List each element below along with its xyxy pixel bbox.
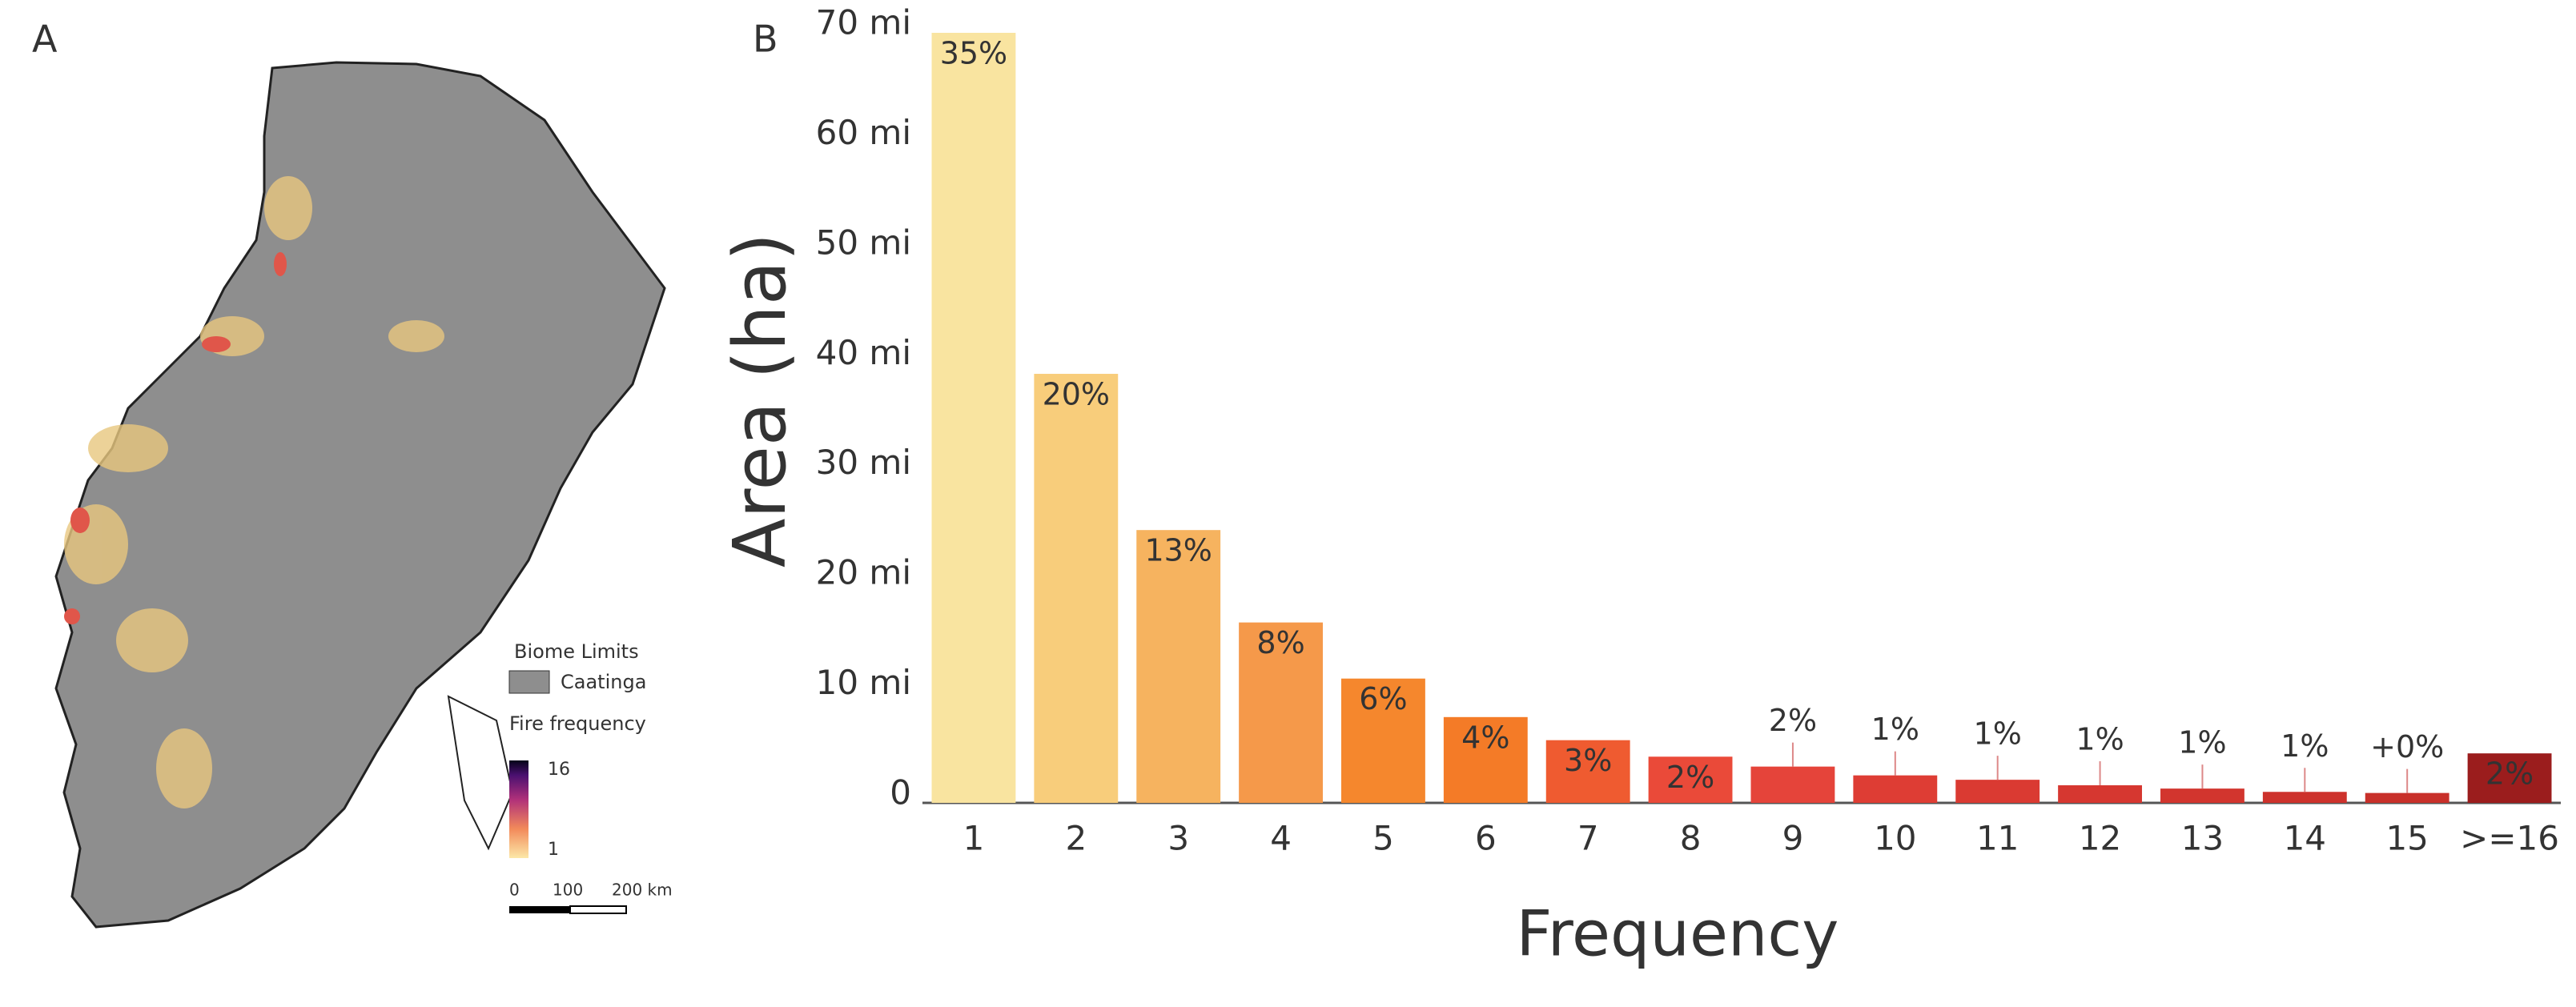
y-axis-title: Area (ha) [718, 233, 802, 568]
bar [2058, 785, 2142, 803]
map-gap [447, 695, 514, 851]
bar [1853, 775, 1938, 803]
bar [1136, 530, 1221, 803]
y-tick-label: 0 [890, 773, 911, 812]
x-tick-label: 12 [2079, 819, 2121, 858]
map [54, 61, 666, 929]
bar [1034, 374, 1119, 803]
y-tick-label: 10 mi [816, 663, 911, 702]
data-label: 4% [1461, 720, 1509, 755]
data-label: 13% [1144, 533, 1212, 568]
scale-bar [509, 906, 570, 913]
data-label: 2% [1769, 703, 1817, 738]
bar [1955, 780, 2040, 803]
data-label: 35% [940, 36, 1007, 71]
x-tick-label: 2 [1065, 819, 1087, 858]
panel-label: A [32, 18, 58, 61]
x-tick-label: 7 [1577, 819, 1599, 858]
data-label: 2% [2486, 756, 2534, 792]
x-tick-label: 8 [1680, 819, 1702, 858]
x-tick-label: 13 [2181, 819, 2224, 858]
x-tick-label: 3 [1167, 819, 1189, 858]
data-label: +0% [2370, 729, 2444, 764]
y-tick-label: 70 mi [816, 3, 911, 42]
biome-area [54, 61, 666, 929]
bar [1750, 766, 1835, 803]
bar [1239, 622, 1323, 803]
data-label: 6% [1359, 681, 1407, 716]
legend-title: Biome Limits [514, 640, 639, 663]
fire-patches [64, 176, 444, 808]
fire-hotspots [64, 252, 287, 624]
x-tick-label: 4 [1270, 819, 1292, 858]
y-tick-label: 30 mi [816, 443, 911, 482]
bar [2467, 753, 2552, 803]
data-label: 1% [2281, 728, 2329, 764]
legend-item: Caatinga [561, 671, 646, 693]
x-tick-label: 1 [963, 819, 985, 858]
map-legend: Biome Limits Caatinga Fire frequency 16 … [508, 640, 673, 914]
scale-bar [569, 905, 627, 914]
data-label: 1% [1974, 716, 2022, 752]
x-tick-label: 5 [1372, 819, 1394, 858]
bar [1545, 740, 1630, 803]
x-tick-label: 6 [1475, 819, 1497, 858]
legend-swatch [508, 670, 550, 694]
ramp-title: Fire frequency [509, 712, 646, 735]
scale-label: 200 km [612, 881, 673, 900]
data-label: 1% [2076, 722, 2124, 757]
data-label: 3% [1564, 743, 1612, 778]
data-label: 1% [1871, 712, 1919, 747]
y-tick-label: 20 mi [816, 553, 911, 592]
x-axis-title: Frequency [1517, 898, 1839, 970]
x-tick-label: 14 [2284, 819, 2326, 858]
y-tick-label: 60 mi [816, 113, 911, 152]
ramp-min: 1 [548, 840, 559, 860]
data-label: 20% [1043, 377, 1110, 412]
x-tick-label: 10 [1874, 819, 1916, 858]
ramp-max: 16 [548, 760, 570, 780]
bar [931, 33, 1016, 803]
x-tick-label: 15 [2385, 819, 2428, 858]
x-tick-label: 11 [1976, 819, 2019, 858]
data-label: 1% [2178, 725, 2226, 760]
panel-label: B [753, 18, 778, 61]
data-label: 2% [1666, 760, 1714, 795]
color-ramp [509, 760, 528, 858]
x-tick-label: 9 [1782, 819, 1804, 858]
bar [2160, 788, 2244, 803]
bar [2365, 792, 2449, 803]
bar [1443, 716, 1528, 803]
scale-label: 100 [553, 881, 583, 900]
y-tick-label: 40 mi [816, 333, 911, 372]
data-label: 8% [1256, 625, 1304, 660]
bar [2262, 792, 2347, 803]
y-tick-label: 50 mi [816, 223, 911, 262]
bar [1648, 756, 1733, 803]
x-tick-label: >=16 [2460, 819, 2559, 858]
bar [1341, 678, 1425, 803]
scale-label: 0 [509, 881, 520, 900]
